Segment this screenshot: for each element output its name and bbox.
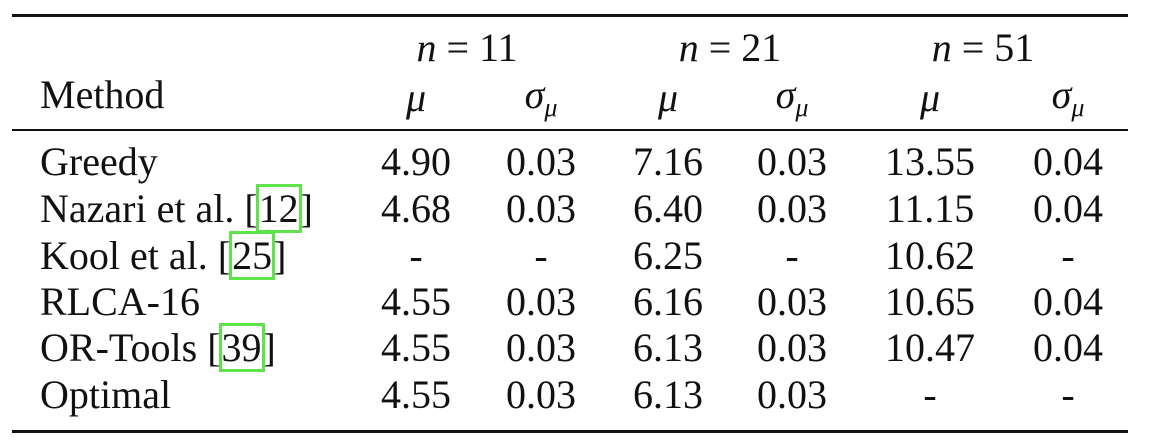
value-cell: 6.25 <box>633 233 703 278</box>
value-cell: - <box>785 233 799 278</box>
label-text: OR-Tools [ <box>40 325 221 370</box>
value-cell: 0.03 <box>506 325 576 370</box>
method-label: Optimal <box>40 375 171 415</box>
value-cell: 4.55 <box>381 372 451 417</box>
top-rule <box>12 14 1128 17</box>
citation: 25 <box>229 231 276 280</box>
value-cell: 0.03 <box>506 279 576 324</box>
group-header: n = 21 <box>679 28 782 68</box>
method-label: OR-Tools [39] <box>40 323 276 372</box>
sub-header: μ <box>658 78 678 118</box>
value-cell: 0.04 <box>1033 325 1103 370</box>
value-cell: 13.55 <box>885 139 975 184</box>
label-text: Greedy <box>40 139 158 184</box>
group-rest: = 11 <box>436 25 518 70</box>
method-header: Method <box>40 72 165 117</box>
label-text: Optimal <box>40 372 172 417</box>
sub-header: σμ <box>776 75 809 121</box>
method-label: RLCA-16 <box>40 282 200 322</box>
label-text: ] <box>273 233 287 278</box>
value-cell: 10.65 <box>885 279 975 324</box>
value-cell: - <box>534 233 548 278</box>
value-cell: 4.55 <box>381 325 451 370</box>
sub-header: σμ <box>525 75 558 121</box>
subscript: μ <box>795 93 809 122</box>
value-cell: - <box>409 233 423 278</box>
value-cell: 10.62 <box>885 233 975 278</box>
value-cell: 4.55 <box>381 279 451 324</box>
value-cell: - <box>923 372 937 417</box>
value-cell: 11.15 <box>885 186 975 231</box>
label-text: RLCA-16 <box>40 279 200 324</box>
label-text: Nazari et al. [ <box>40 186 258 231</box>
method-label: Nazari et al. [12] <box>40 184 313 233</box>
citation: 12 <box>255 184 302 233</box>
group-var: n <box>416 25 437 70</box>
label-text: ] <box>262 325 276 370</box>
value-cell: 4.90 <box>381 139 451 184</box>
sub-header: σμ <box>1052 75 1085 121</box>
value-cell: 0.03 <box>506 372 576 417</box>
value-cell: 6.16 <box>633 279 703 324</box>
value-cell: 0.04 <box>1033 139 1103 184</box>
value-cell: 0.03 <box>757 139 827 184</box>
value-cell: - <box>1061 233 1075 278</box>
group-header: n = 51 <box>932 28 1035 68</box>
symbol: σ <box>775 72 796 117</box>
value-cell: 0.03 <box>506 186 576 231</box>
citation: 39 <box>218 323 265 372</box>
value-cell: 0.03 <box>757 372 827 417</box>
bottom-rule <box>12 430 1128 433</box>
value-cell: 7.16 <box>633 139 703 184</box>
group-rest: = 21 <box>698 25 782 70</box>
group-var: n <box>678 25 699 70</box>
symbol: σ <box>524 72 545 117</box>
subscript: μ <box>1071 93 1085 122</box>
subscript: μ <box>544 93 558 122</box>
group-header: n = 11 <box>416 28 517 68</box>
method-label: Greedy <box>40 142 158 182</box>
group-var: n <box>931 25 952 70</box>
value-cell: 0.03 <box>757 186 827 231</box>
value-cell: 0.04 <box>1033 279 1103 324</box>
value-cell: 10.47 <box>885 325 975 370</box>
value-cell: 4.68 <box>381 186 451 231</box>
sub-header: μ <box>920 78 940 118</box>
group-rest: = 51 <box>951 25 1035 70</box>
symbol: μ <box>405 75 427 120</box>
value-cell: - <box>1061 372 1075 417</box>
value-cell: 0.04 <box>1033 186 1103 231</box>
sub-header: μ <box>406 78 426 118</box>
symbol: μ <box>657 75 679 120</box>
symbol: μ <box>919 75 941 120</box>
value-cell: 0.03 <box>757 279 827 324</box>
label-text: ] <box>299 186 313 231</box>
method-label: Kool et al. [25] <box>40 231 287 280</box>
mid-rule <box>12 129 1128 131</box>
symbol: σ <box>1051 72 1072 117</box>
label-text: Kool et al. [ <box>40 233 232 278</box>
value-cell: 6.13 <box>633 372 703 417</box>
value-cell: 6.40 <box>633 186 703 231</box>
value-cell: 0.03 <box>506 139 576 184</box>
value-cell: 6.13 <box>633 325 703 370</box>
value-cell: 0.03 <box>757 325 827 370</box>
